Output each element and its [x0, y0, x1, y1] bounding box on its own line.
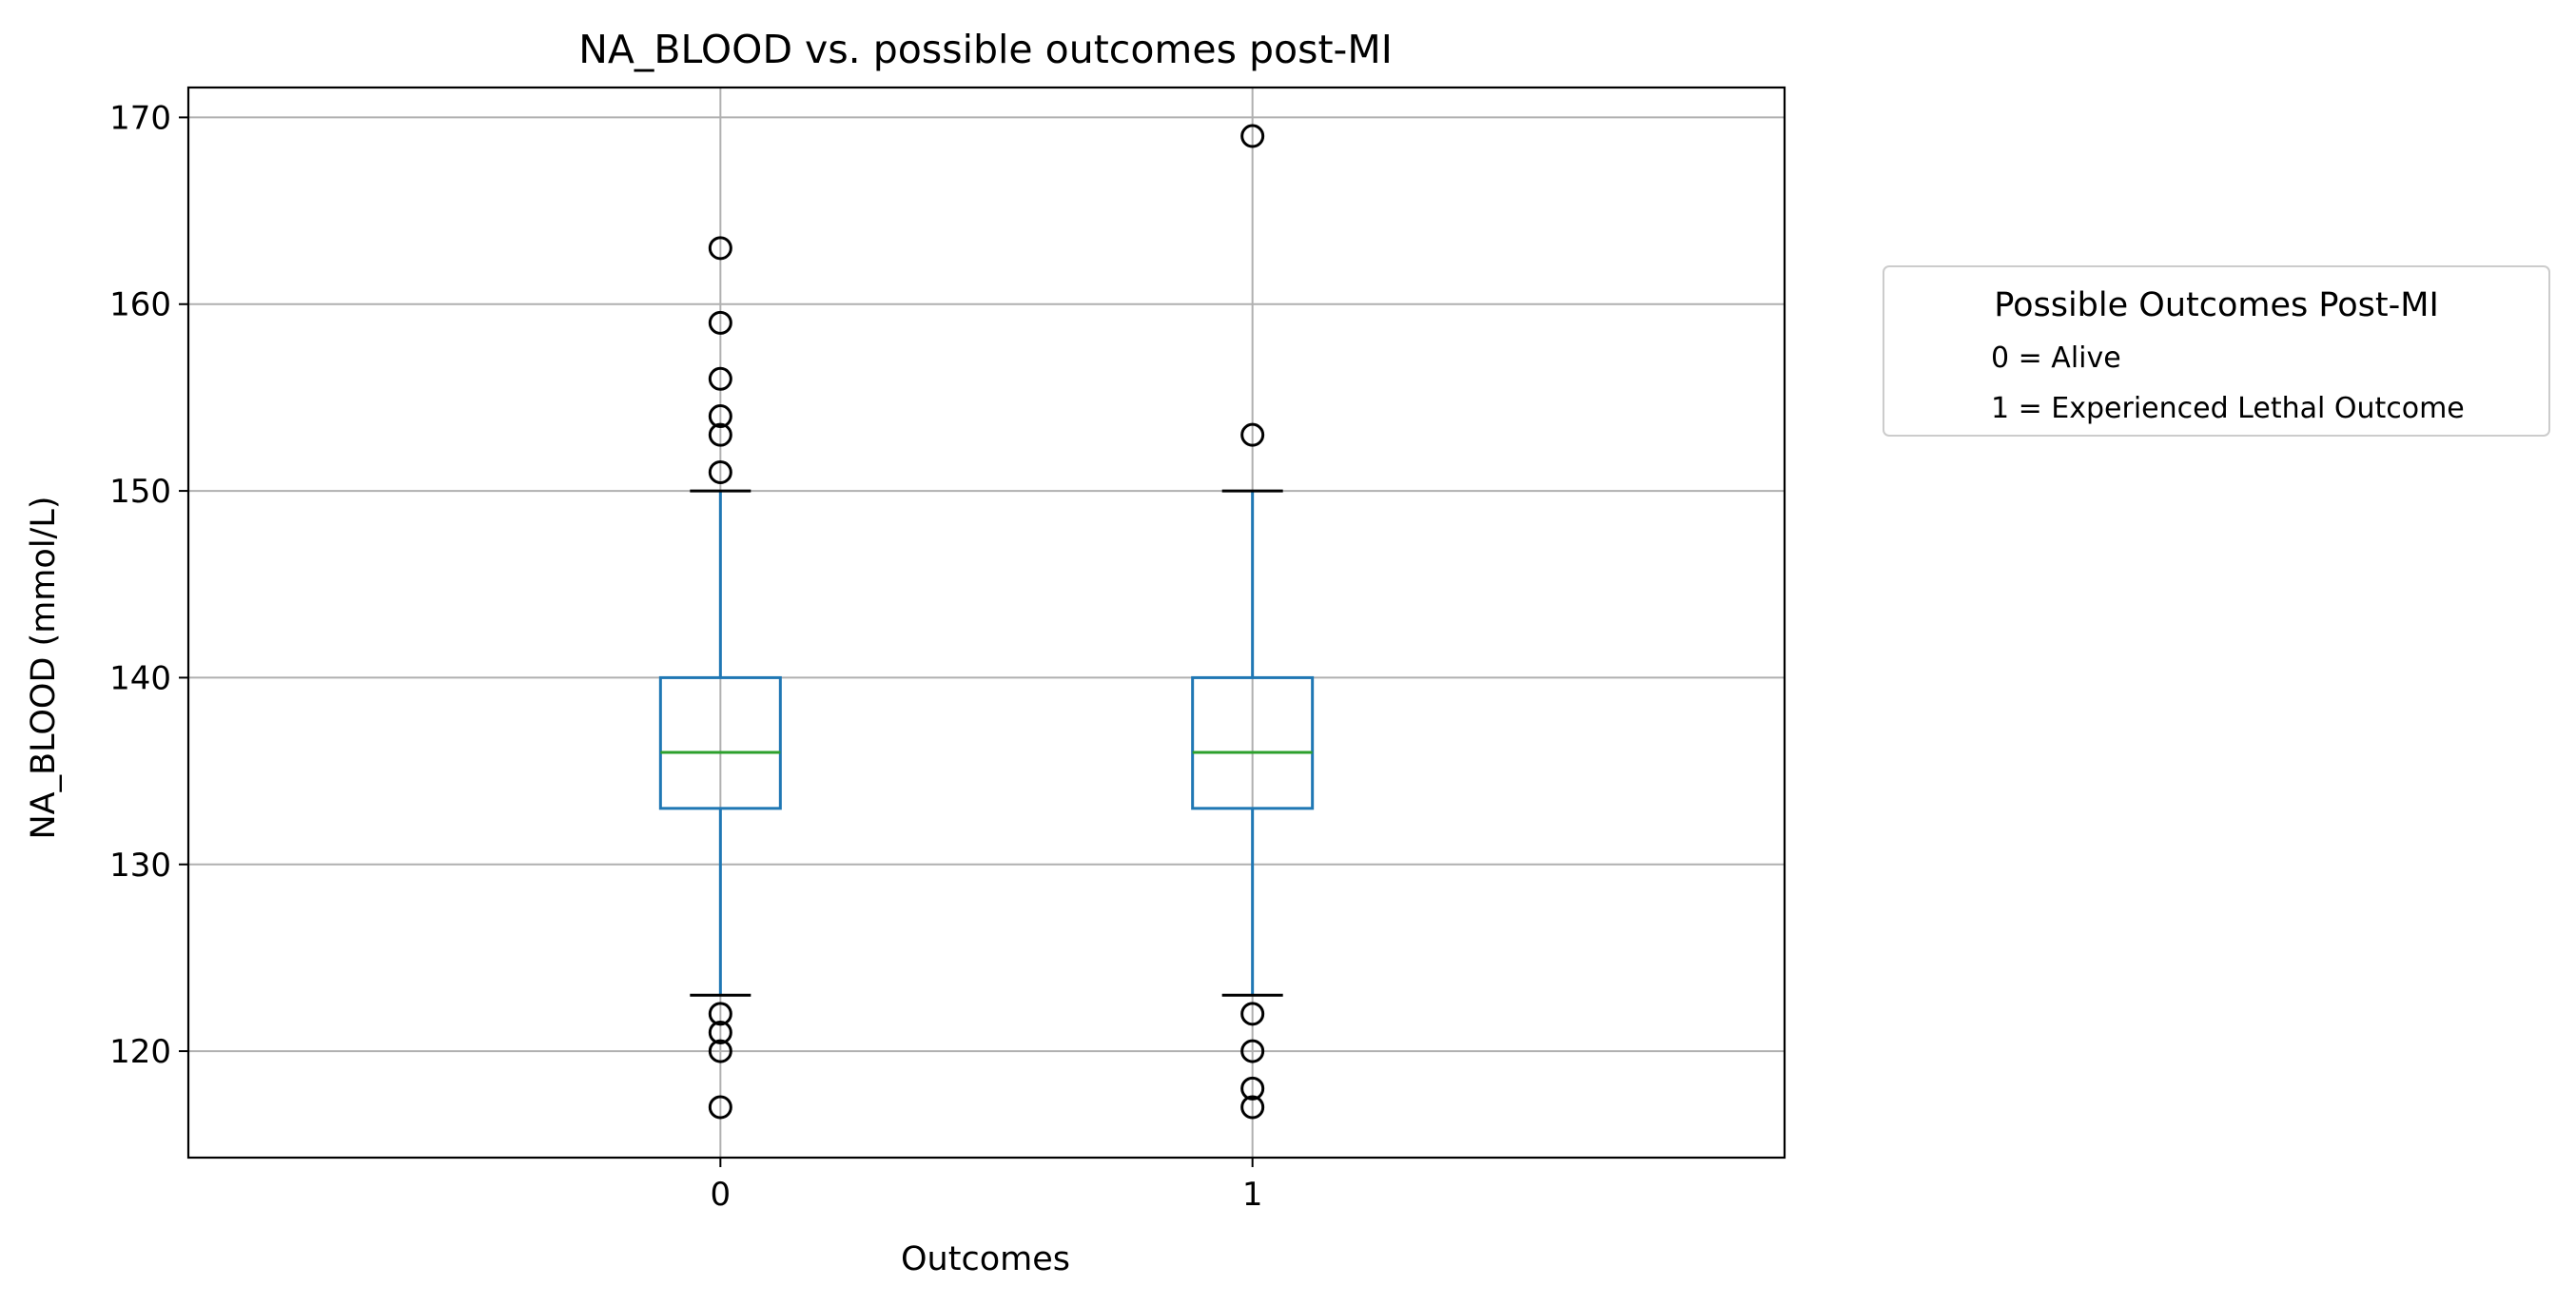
y-tick-label: 160 [109, 286, 171, 324]
x-tick-label: 1 [1242, 1176, 1263, 1214]
outlier-point [1240, 1039, 1265, 1063]
outlier-point [708, 1095, 732, 1120]
outlier-point [1240, 422, 1265, 447]
outlier-point [1240, 1095, 1265, 1120]
grid [188, 88, 1785, 1158]
outlier-point [708, 1002, 732, 1026]
y-tick-label: 140 [109, 659, 171, 697]
plot-area-frame [186, 86, 1786, 1160]
y-tick-label: 170 [109, 99, 171, 137]
legend-frame [1883, 265, 2550, 437]
outlier-point [708, 422, 732, 447]
outlier-point [708, 1020, 732, 1044]
legend-entry-1: 1 = Experienced Lethal Outcome [1991, 392, 2465, 425]
outlier-point [1240, 124, 1265, 148]
outlier-point [708, 366, 732, 391]
x-tick-label: 0 [711, 1176, 732, 1214]
outlier-point [708, 310, 732, 335]
outlier-point [708, 236, 732, 261]
legend-title: Possible Outcomes Post-MI [1994, 286, 2439, 324]
legend: Possible Outcomes Post-MI 0 = Alive 1 = … [1883, 265, 2550, 437]
iqr-box [1191, 675, 1315, 810]
outlier-point [708, 459, 732, 484]
outlier-point [1240, 1076, 1265, 1101]
outlier-point [1240, 1002, 1265, 1026]
y-axis-label: NA_BLOOD (mmol/L) [25, 497, 63, 840]
boxes [658, 489, 1315, 997]
outliers [708, 124, 1265, 1120]
legend-entry-0: 0 = Alive [1991, 341, 2121, 375]
chart-title: NA_BLOOD vs. possible outcomes post-MI [578, 27, 1393, 72]
outlier-point [708, 1039, 732, 1063]
iqr-box [658, 675, 782, 810]
x-axis-label: Outcomes [901, 1240, 1070, 1278]
y-tick-label: 150 [109, 473, 171, 511]
ticks: 120 130 140 150 160 170 0 1 [109, 99, 1262, 1214]
outlier-point [708, 404, 732, 429]
y-tick-label: 130 [109, 847, 171, 885]
y-tick-label: 120 [109, 1033, 171, 1071]
